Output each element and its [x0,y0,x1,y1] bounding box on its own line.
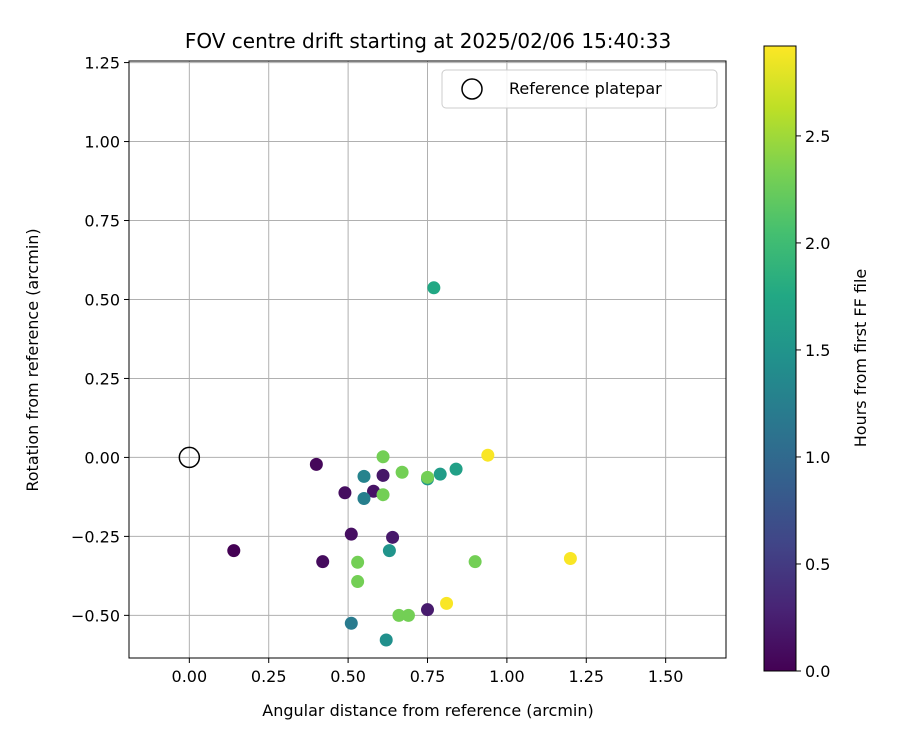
x-tick-label: 1.50 [648,667,684,686]
y-tick-label: −0.50 [71,606,120,625]
colorbar-tick-label: 0.5 [805,555,830,574]
colorbar-tick-label: 0.0 [805,662,830,681]
reference-platepar-marker [178,446,201,469]
colorbar-tick-label: 2.0 [805,234,830,253]
data-point [376,488,390,502]
data-point [440,596,454,610]
data-point [401,608,415,622]
data-point [395,465,409,479]
colorbar-title: Hours from first FF file [851,269,870,448]
data-point [382,544,396,558]
data-point [344,527,358,541]
data-point [379,633,393,647]
x-tick-label: 0.75 [410,667,446,686]
data-point [338,486,352,500]
x-tick-label: 1.25 [568,667,604,686]
colorbar-tick-label: 1.5 [805,341,830,360]
colorbar: 0.0 0.5 1.0 1.5 2.0 2.5 Hours from first FF f… [763,45,870,681]
y-tick-label: 1.00 [84,133,120,152]
data-point [357,491,371,505]
data-point [433,467,447,481]
data-point [421,603,434,617]
colorbar-gradient [763,45,797,672]
x-tick-label: 0.50 [330,667,366,686]
x-tick-label: 0.25 [251,667,287,686]
data-point [357,469,371,483]
data-point [351,575,365,589]
data-point [376,468,390,482]
data-point [376,450,390,464]
data-point [449,462,463,476]
data-point [227,544,241,558]
data-point [427,281,441,295]
colorbar-tick-label: 1.0 [805,448,830,467]
y-tick-label: 0.50 [84,290,120,309]
data-point [386,530,400,544]
data-point [344,616,358,630]
data-point [309,457,323,471]
x-axis-title: Angular distance from reference (arcmin) [262,701,593,720]
data-point [316,555,330,569]
y-axis-title: Rotation from reference (arcmin) [23,228,42,491]
data-point [563,552,577,565]
y-tick-label: 0.25 [84,369,120,388]
y-tick-label: −0.25 [71,527,120,546]
axes-frame [128,60,727,659]
data-point [481,448,495,462]
data-point [392,608,406,622]
x-tick-label: 1.00 [489,667,525,686]
y-tick-label: 0.75 [84,212,120,231]
legend: Reference platepar [441,69,718,109]
colorbar-ticks: 0.0 0.5 1.0 1.5 2.0 2.5 [796,127,830,681]
legend-label-reference-platepar: Reference platepar [509,79,662,98]
y-tick-label: 1.25 [84,54,120,73]
legend-box [441,69,718,109]
colorbar-tick-label: 2.5 [805,127,830,146]
chart-title: FOV centre drift starting at 2025/02/06 … [185,29,671,53]
plot-area: 0.00 0.25 0.50 0.75 1.00 1.25 1.50 −0.50 −0.25 0.… [71,54,727,686]
data-point [421,470,434,484]
data-point [468,555,482,569]
data-point [351,555,365,569]
y-tick-label: 0.00 [84,448,120,467]
legend-reference-marker [461,78,483,100]
x-tick-label: 0.00 [172,667,208,686]
